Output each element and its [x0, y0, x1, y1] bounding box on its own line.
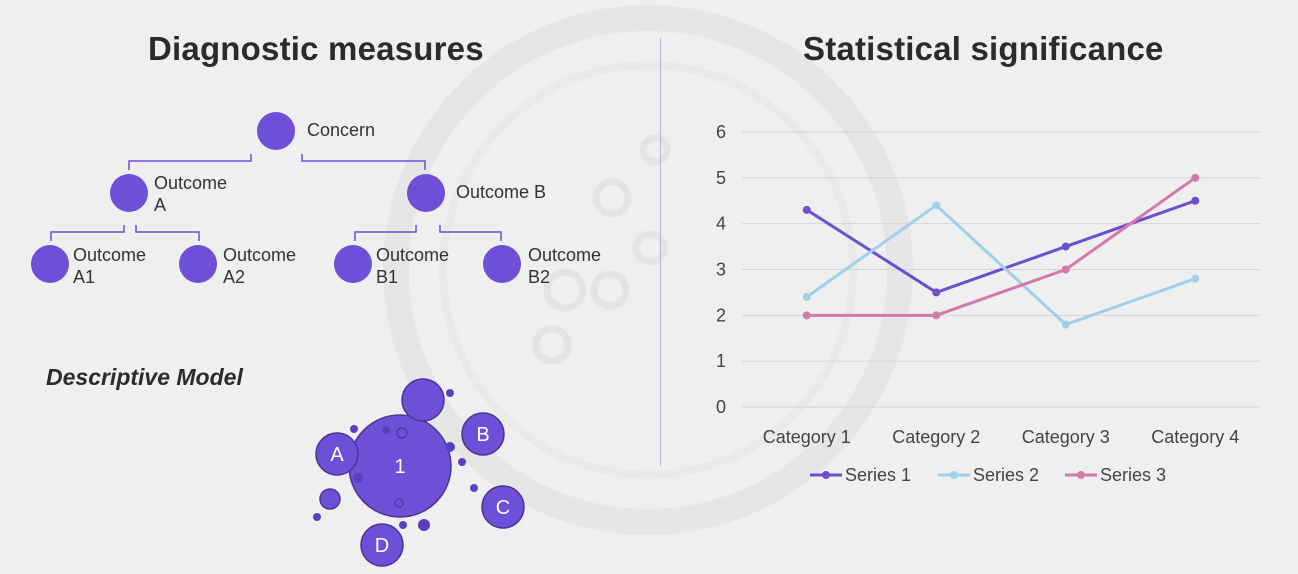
node-outcome-b2: [483, 245, 521, 283]
legend-series-3-label: Series 3: [1100, 465, 1166, 485]
bubble-top: [401, 378, 445, 422]
series-1-point-2: [932, 288, 941, 297]
bubble-a: [315, 432, 359, 476]
x-tick-category-4: Category 4: [1151, 427, 1239, 447]
series-2-line: [805, 203, 1196, 327]
label-outcome-b2-line2: B2: [528, 267, 550, 287]
series-3-point-1: [802, 311, 811, 320]
label-outcome-b1-line2: B1: [376, 267, 398, 287]
node-outcome-b: [407, 174, 445, 212]
series-3-point-4: [1191, 173, 1200, 182]
bubble-label-d: D: [375, 535, 389, 557]
statistical-significance-title: Statistical significance: [803, 30, 1164, 67]
series-2-point-1: [802, 293, 811, 301]
x-tick-category-3: Category 3: [1022, 427, 1110, 447]
section-divider: [660, 38, 661, 466]
label-outcome-b: Outcome B: [456, 182, 546, 202]
series-2-point-4: [1191, 274, 1200, 283]
line-chart: 0 1 2 3 4 5 6 Category 1 Category 2 Category 3 Ca…: [716, 122, 1260, 485]
descriptive-model-bubbles: 1 A B C D: [313, 378, 525, 567]
label-concern: Concern: [307, 120, 375, 140]
label-outcome-b1-line1: Outcome: [376, 245, 449, 265]
node-outcome-b1: [334, 245, 372, 283]
legend-series-1-label: Series 1: [845, 465, 911, 485]
series-1-point-4: [1191, 196, 1200, 205]
series-1-point-3: [1061, 242, 1070, 251]
bubble-label-b: B: [476, 424, 489, 446]
y-tick-0: 0: [716, 397, 726, 417]
label-outcome-a2-line1: Outcome: [223, 245, 296, 265]
label-outcome-a-line2: A: [154, 195, 166, 215]
label-outcome-b2-line1: Outcome: [528, 245, 601, 265]
bubble-d: [360, 523, 404, 567]
y-tick-4: 4: [716, 214, 726, 234]
series-3-point-3: [1061, 265, 1070, 274]
diagnostic-measures-title: Diagnostic measures: [148, 30, 484, 67]
bubble-small: [319, 488, 341, 510]
y-tick-3: 3: [716, 260, 726, 280]
node-outcome-a2: [179, 245, 217, 283]
bubble-c: [481, 485, 525, 529]
x-tick-category-1: Category 1: [763, 427, 851, 447]
series-2-point-2: [932, 201, 941, 210]
bubble-label-c: C: [496, 497, 510, 519]
tree-connectors: [50, 154, 502, 241]
series-1-point-1: [802, 205, 811, 214]
series-3-line: [806, 176, 1197, 317]
label-outcome-a1-line1: Outcome: [73, 245, 146, 265]
legend-series-2-label: Series 2: [973, 465, 1039, 485]
legend-series-2-marker: [950, 471, 958, 479]
y-tick-2: 2: [716, 305, 726, 325]
y-tick-5: 5: [716, 168, 726, 188]
y-tick-6: 6: [716, 122, 726, 142]
node-concern: [257, 112, 295, 150]
node-outcome-a1: [31, 245, 69, 283]
series-1-line: [805, 199, 1196, 295]
x-tick-category-2: Category 2: [892, 427, 980, 447]
node-outcome-a: [110, 174, 148, 212]
legend-series-1-marker: [822, 471, 830, 479]
label-outcome-a2-line2: A2: [223, 267, 245, 287]
bubble-b: [461, 412, 505, 456]
descriptive-model-title: Descriptive Model: [46, 364, 243, 390]
label-outcome-a-line1: Outcome: [154, 173, 227, 193]
decision-tree: Concern Outcome A Outcome B Outcome A1 O…: [31, 112, 601, 287]
label-outcome-a1-line2: A1: [73, 267, 95, 287]
series-3-point-2: [932, 311, 941, 320]
legend-series-3-marker: [1077, 471, 1085, 479]
series-2-point-3: [1061, 320, 1070, 329]
bubble-label-1: 1: [394, 456, 405, 478]
y-tick-1: 1: [716, 351, 726, 371]
bubble-dots: [313, 389, 478, 531]
bubble-label-a: A: [330, 444, 344, 466]
